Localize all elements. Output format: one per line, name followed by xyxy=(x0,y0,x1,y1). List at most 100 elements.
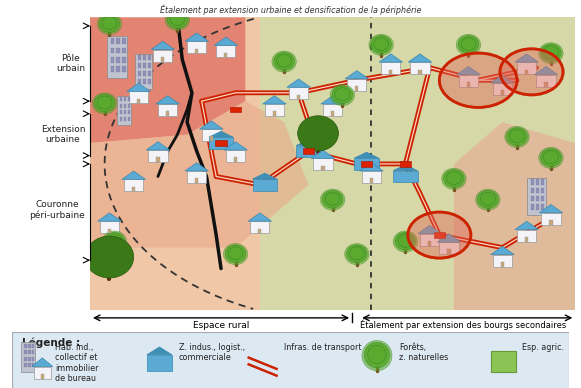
Bar xyxy=(536,204,539,210)
Polygon shape xyxy=(535,66,558,75)
Bar xyxy=(116,48,120,54)
Polygon shape xyxy=(491,246,514,255)
Circle shape xyxy=(107,234,122,247)
Circle shape xyxy=(223,244,248,265)
Text: Pôle
urbain: Pôle urbain xyxy=(56,54,85,73)
Bar xyxy=(24,357,27,361)
Bar xyxy=(148,79,151,84)
Bar xyxy=(147,355,172,371)
Bar xyxy=(120,104,122,108)
Polygon shape xyxy=(260,17,575,310)
Bar xyxy=(116,66,120,72)
Circle shape xyxy=(446,171,461,184)
Polygon shape xyxy=(408,54,432,62)
Bar xyxy=(143,55,146,60)
Bar xyxy=(541,213,561,225)
Bar xyxy=(492,351,517,372)
Bar xyxy=(110,57,114,62)
Bar xyxy=(541,204,544,210)
Bar xyxy=(148,150,167,162)
Circle shape xyxy=(99,15,120,32)
Polygon shape xyxy=(90,17,245,143)
Bar xyxy=(209,137,233,149)
Bar xyxy=(148,63,151,68)
Polygon shape xyxy=(263,96,286,104)
Bar xyxy=(187,171,206,183)
Polygon shape xyxy=(457,66,480,75)
Bar xyxy=(536,179,539,185)
Circle shape xyxy=(505,126,529,147)
Polygon shape xyxy=(345,71,368,79)
Circle shape xyxy=(102,231,127,252)
Bar xyxy=(129,92,148,104)
Polygon shape xyxy=(185,163,209,171)
Bar xyxy=(124,104,126,108)
Bar xyxy=(156,158,160,162)
Bar xyxy=(215,140,227,146)
Bar xyxy=(120,110,122,114)
Polygon shape xyxy=(418,225,442,234)
Bar xyxy=(303,149,314,154)
Circle shape xyxy=(225,245,246,263)
Polygon shape xyxy=(539,204,562,213)
Bar xyxy=(297,95,300,99)
Circle shape xyxy=(374,38,389,50)
Circle shape xyxy=(102,17,117,29)
Text: Étalement par extension des bourgs secondaires: Étalement par extension des bourgs secon… xyxy=(360,319,566,330)
Ellipse shape xyxy=(408,212,471,258)
Bar xyxy=(527,178,546,215)
Text: Légende :: Légende : xyxy=(21,337,80,348)
Polygon shape xyxy=(287,79,310,87)
Polygon shape xyxy=(224,142,248,150)
Bar xyxy=(467,82,470,87)
Bar xyxy=(28,344,31,348)
Circle shape xyxy=(95,94,115,112)
Bar xyxy=(549,220,553,225)
Bar xyxy=(32,363,34,367)
Polygon shape xyxy=(437,234,461,242)
Circle shape xyxy=(320,189,345,210)
Polygon shape xyxy=(321,96,345,104)
Bar xyxy=(224,53,228,57)
Text: Couronne
péri-urbaine: Couronne péri-urbaine xyxy=(30,200,85,220)
Bar xyxy=(135,54,152,89)
Bar xyxy=(116,57,120,62)
Text: Extension
urbaine: Extension urbaine xyxy=(41,125,85,144)
Bar xyxy=(202,129,221,141)
Bar xyxy=(493,83,512,95)
Bar xyxy=(321,166,325,170)
Bar xyxy=(21,343,35,372)
Bar xyxy=(210,137,213,141)
Circle shape xyxy=(510,130,525,142)
Text: Espace rural: Espace rural xyxy=(193,320,249,330)
Bar xyxy=(250,221,270,233)
Bar xyxy=(148,71,151,76)
Circle shape xyxy=(362,340,392,371)
Circle shape xyxy=(85,236,134,278)
Bar xyxy=(439,242,458,254)
Bar xyxy=(544,82,548,87)
Bar xyxy=(128,104,130,108)
Polygon shape xyxy=(32,358,53,367)
Bar xyxy=(501,262,504,267)
Circle shape xyxy=(332,86,353,104)
Bar xyxy=(216,45,235,57)
Bar xyxy=(28,357,31,361)
Bar xyxy=(34,367,51,379)
Bar xyxy=(161,57,164,62)
Circle shape xyxy=(335,88,350,101)
Bar xyxy=(158,104,177,116)
Bar xyxy=(128,110,130,114)
Circle shape xyxy=(368,345,386,364)
Bar xyxy=(459,75,478,87)
Bar xyxy=(124,117,126,121)
Bar xyxy=(153,50,173,62)
Bar xyxy=(120,97,122,102)
Circle shape xyxy=(349,247,364,260)
Polygon shape xyxy=(515,221,539,230)
Circle shape xyxy=(272,51,296,72)
Bar xyxy=(100,221,119,233)
Bar xyxy=(347,79,367,91)
Circle shape xyxy=(104,232,124,250)
Bar xyxy=(536,75,555,87)
